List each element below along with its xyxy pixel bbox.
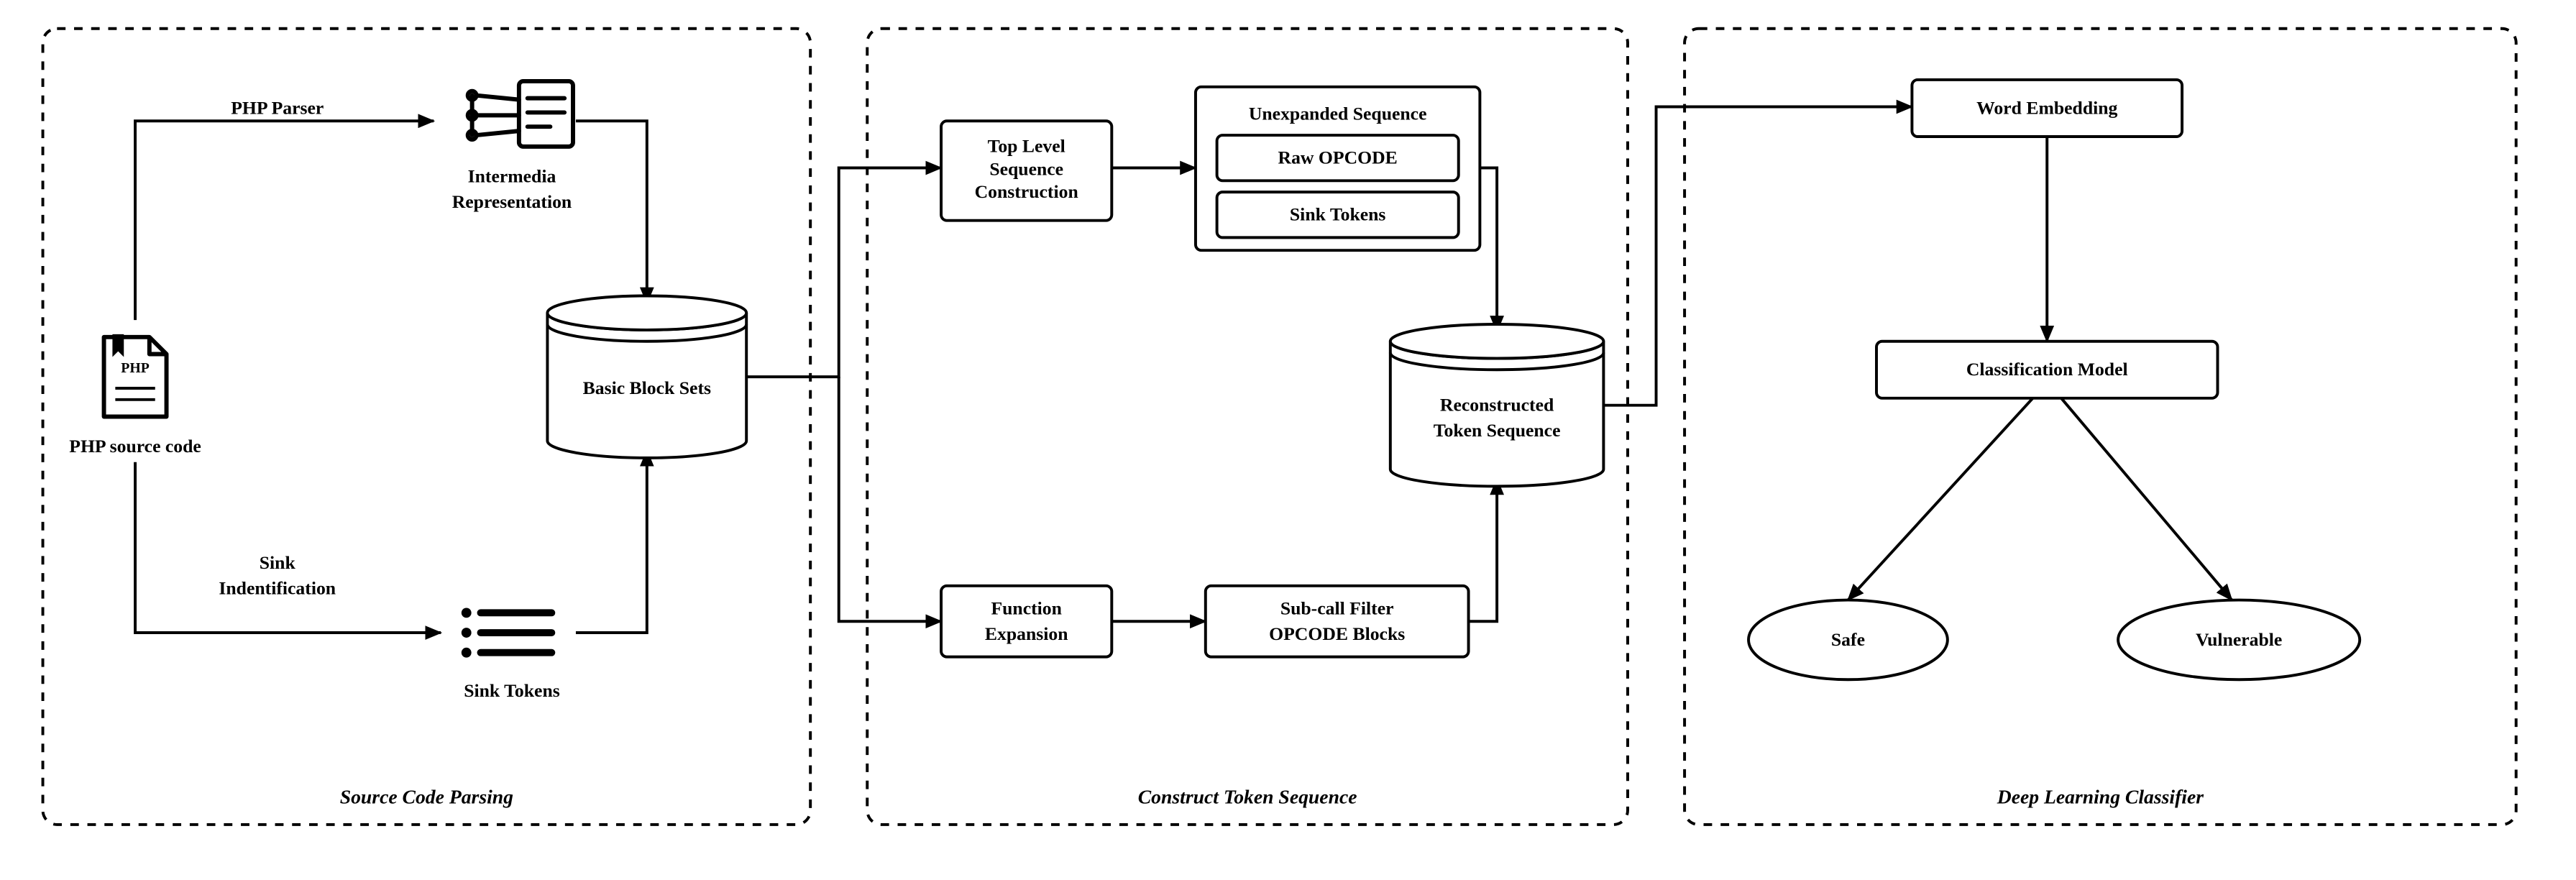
- edge-clf-to-vuln: [2061, 398, 2232, 600]
- svg-text:Sub-call Filter: Sub-call Filter: [1280, 597, 1394, 618]
- sink-tokens-label: Sink Tokens: [464, 680, 560, 701]
- intermedia-label-2: Representation: [452, 191, 572, 212]
- svg-text:Classification Model: Classification Model: [1966, 359, 2128, 380]
- panel-c-border: [1685, 29, 2516, 825]
- intermedia-representation-node: Intermedia Representation: [452, 81, 573, 212]
- edge-bbs-to-func: [839, 377, 941, 621]
- svg-text:Expansion: Expansion: [985, 623, 1068, 644]
- ir-icon: [468, 81, 573, 147]
- recon-label-1: Reconstructed: [1440, 395, 1554, 416]
- svg-text:Indentification: Indentification: [219, 578, 336, 599]
- subcall-filter-node: Sub-call Filter OPCODE Blocks: [1206, 586, 1469, 657]
- php-source-code-label: PHP source code: [69, 436, 201, 457]
- word-embedding-node: Word Embedding: [1912, 80, 2182, 137]
- edge-bbs-to-top: [746, 168, 941, 377]
- file-icon: PHP: [104, 334, 167, 417]
- panel-a-title: Source Code Parsing: [340, 785, 513, 807]
- panel-c: Deep Learning Classifier: [1685, 29, 2516, 825]
- classification-model-node: Classification Model: [1876, 342, 2218, 398]
- intermedia-label-1: Intermedia: [468, 165, 556, 186]
- svg-text:Sequence: Sequence: [989, 158, 1063, 179]
- svg-text:Sink Tokens: Sink Tokens: [1290, 204, 1386, 225]
- basic-block-sets-label: Basic Block Sets: [583, 377, 711, 398]
- php-source-code-node: PHP PHP source code: [69, 334, 201, 457]
- pipeline-diagram: Source Code Parsing Construct Token Sequ…: [14, 14, 2562, 866]
- svg-text:Sink: Sink: [260, 552, 296, 573]
- svg-text:Top Level: Top Level: [988, 136, 1065, 157]
- safe-node: Safe: [1748, 600, 1948, 680]
- edge-clf-to-safe: [1848, 398, 2032, 600]
- svg-text:OPCODE Blocks: OPCODE Blocks: [1269, 623, 1405, 644]
- edge-sub-to-recon: [1469, 480, 1498, 622]
- svg-text:Safe: Safe: [1831, 629, 1865, 650]
- reconstructed-token-sequence-node: Reconstructed Token Sequence: [1390, 324, 1604, 486]
- edge-sink-to-bbs: [576, 451, 647, 633]
- panel-c-title: Deep Learning Classifier: [1997, 785, 2204, 807]
- panel-b-title: Construct Token Sequence: [1138, 785, 1357, 807]
- svg-text:Word Embedding: Word Embedding: [1976, 97, 2117, 118]
- unexpanded-sequence-node: Unexpanded Sequence Raw OPCODE Sink Toke…: [1196, 87, 1480, 250]
- svg-text:Vulnerable: Vulnerable: [2196, 629, 2282, 650]
- svg-text:PHP: PHP: [121, 360, 150, 376]
- recon-label-2: Token Sequence: [1434, 420, 1561, 441]
- vulnerable-node: Vulnerable: [2118, 600, 2360, 680]
- php-parser-label: PHP Parser: [231, 97, 324, 118]
- svg-text:Raw OPCODE: Raw OPCODE: [1278, 147, 1398, 168]
- edge-src-to-sink: [135, 462, 441, 633]
- svg-text:Construction: Construction: [975, 181, 1078, 202]
- function-expansion-node: Function Expansion: [941, 586, 1111, 657]
- edge-ir-to-bbs: [576, 121, 647, 303]
- unexpanded-sequence-title: Unexpanded Sequence: [1249, 103, 1427, 124]
- sink-tokens-node: Sink Tokens: [462, 608, 560, 701]
- basic-block-sets-node: Basic Block Sets: [547, 295, 746, 457]
- top-level-sequence-node: Top Level Sequence Construction: [941, 121, 1111, 220]
- edge-src-to-ir: [135, 121, 434, 320]
- svg-text:Function: Function: [991, 597, 1061, 618]
- sink-identification-label: Sink Indentification: [219, 552, 336, 599]
- list-icon: [462, 608, 552, 657]
- edge-recon-to-we: [1603, 107, 1912, 405]
- edge-unexp-to-recon: [1480, 168, 1497, 331]
